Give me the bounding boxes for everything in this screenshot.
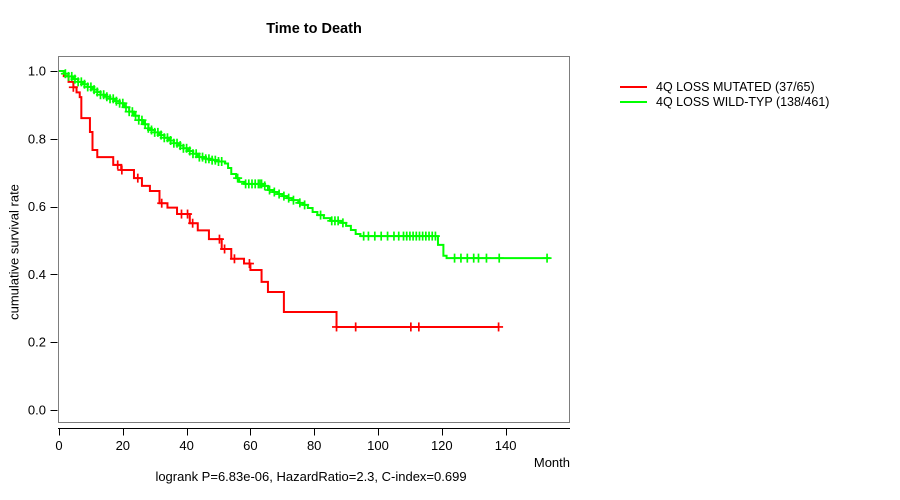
x-tick-label: 60 [243, 438, 257, 453]
legend-item-mutated: 4Q LOSS MUTATED (37/65) [620, 79, 829, 94]
x-tick-label: 40 [179, 438, 193, 453]
x-tick-label: 120 [431, 438, 453, 453]
legend-line-swatch-mutated [620, 85, 647, 88]
legend-label-wildtyp: 4Q LOSS WILD-TYP (138/461) [656, 94, 830, 109]
series-mutated [59, 70, 504, 332]
x-axis: 0 20 40 60 80 100 120 140 [55, 428, 570, 453]
y-tick-label: 0.6 [28, 199, 46, 214]
y-tick-label: 0.8 [28, 131, 46, 146]
y-axis: 0.0 0.2 0.4 0.6 0.8 1.0 [28, 64, 58, 418]
legend: 4Q LOSS MUTATED (37/65) 4Q LOSS WILD-TYP… [620, 79, 829, 109]
x-tick-label: 80 [307, 438, 321, 453]
y-axis-label-text: cumulative survival rate [6, 184, 22, 320]
y-tick-label: 0.2 [28, 335, 46, 350]
series-wildtyp [59, 69, 552, 263]
legend-item-wildtyp: 4Q LOSS WILD-TYP (138/461) [620, 94, 829, 109]
y-axis-label: cumulative survival rate [7, 184, 22, 320]
y-tick-label: 0.0 [28, 403, 46, 418]
legend-line-swatch-wildtyp [620, 100, 647, 103]
x-tick-label: 100 [367, 438, 389, 453]
y-tick-label: 0.4 [28, 267, 46, 282]
legend-label-mutated: 4Q LOSS MUTATED (37/65) [656, 79, 815, 94]
survival-curve [59, 70, 551, 260]
x-tick-label: 0 [55, 438, 62, 453]
x-axis-unit-label: Month [533, 455, 570, 470]
y-tick-label: 1.0 [28, 64, 46, 79]
plot-border [58, 56, 570, 423]
x-tick-label: 140 [495, 438, 517, 453]
chart-title: Time to Death [266, 21, 362, 37]
survival-curve [59, 70, 500, 328]
stats-annotation: logrank P=6.83e-06, HazardRatio=2.3, C-i… [155, 469, 467, 484]
x-tick-label: 20 [116, 438, 130, 453]
